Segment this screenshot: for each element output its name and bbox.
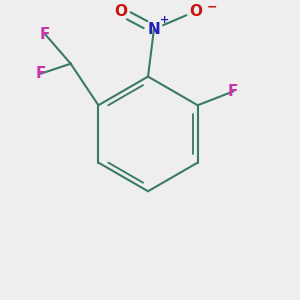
Text: F: F [40,27,50,42]
Text: −: − [207,1,217,14]
Text: +: + [160,15,170,25]
Text: O: O [114,4,127,19]
Text: F: F [36,66,46,81]
Text: F: F [228,84,238,99]
Text: N: N [148,22,160,37]
Text: O: O [189,4,202,19]
